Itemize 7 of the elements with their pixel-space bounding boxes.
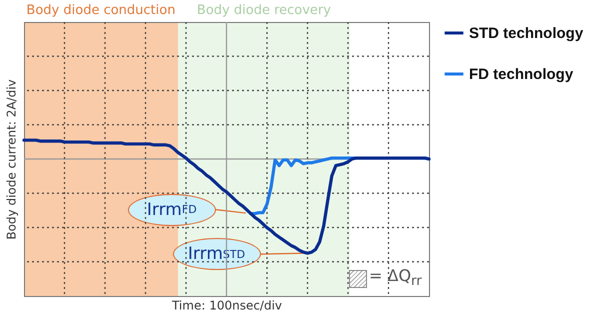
text: Body diode conduction	[26, 3, 176, 18]
legend-label: FD technology	[469, 66, 574, 83]
legend-label: STD technology	[469, 25, 584, 42]
x-axis-title: Time: 100nsec/div	[170, 298, 282, 312]
y-axis-title: Body diode current: 2A/div	[4, 79, 18, 240]
text: Body diode recovery	[196, 3, 331, 18]
text: = ΔQ$_{rr}$	[369, 266, 422, 290]
